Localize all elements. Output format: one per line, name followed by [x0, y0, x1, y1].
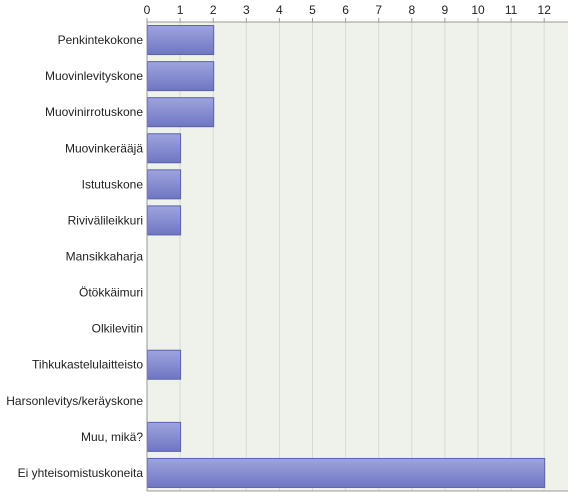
- x-tick-label: 9: [442, 3, 449, 17]
- x-tick-label: 12: [538, 3, 552, 17]
- x-tick-label: 11: [505, 3, 518, 17]
- category-label: Muovinlevityskone: [45, 69, 143, 83]
- category-label: Olkilevitin: [92, 322, 143, 336]
- category-label: Tihkukastelulaitteisto: [32, 358, 143, 372]
- x-tick-label: 4: [276, 3, 283, 17]
- bar-1: [147, 61, 215, 92]
- x-axis-ticks: 0 1 2 3 4 5 6 7 8 9 10 11 12: [144, 3, 552, 22]
- bar-12: [147, 457, 546, 488]
- x-tick-label: 7: [375, 3, 382, 17]
- x-tick-label: 6: [342, 3, 349, 17]
- category-labels: Penkintekokone Muovinlevityskone Muovinirr…: [6, 33, 143, 480]
- x-tick-label: 3: [243, 3, 250, 17]
- bar-0: [147, 25, 215, 56]
- x-tick-label: 0: [144, 3, 151, 17]
- category-label: Ei yhteisomistuskoneita: [18, 466, 144, 480]
- category-label: Muovinkerääjä: [65, 141, 143, 155]
- category-label: Harsonlevitys/keräyskone: [6, 394, 143, 408]
- bar-2: [147, 97, 215, 128]
- bars: [147, 25, 546, 488]
- category-label: Mansikkaharja: [66, 250, 144, 264]
- category-label: Muovinirrotuskone: [45, 105, 143, 119]
- category-label: Penkintekokone: [58, 33, 144, 47]
- plot-area: [147, 22, 568, 491]
- bar-5: [147, 205, 182, 236]
- bar-9: [147, 349, 182, 380]
- x-tick-label: 5: [309, 3, 316, 17]
- bar-11: [147, 421, 182, 452]
- category-label: Muu, mikä?: [81, 430, 143, 444]
- x-tick-label: 8: [408, 3, 415, 17]
- x-tick-label: 1: [177, 3, 184, 17]
- category-label: Istutuskone: [82, 177, 144, 191]
- bar-4: [147, 169, 182, 200]
- category-label: Ötökkäimuri: [79, 286, 143, 300]
- x-tick-label: 10: [471, 3, 485, 17]
- x-tick-label: 2: [210, 3, 217, 17]
- bar-3: [147, 133, 182, 164]
- category-label: Rivivälileikkuri: [68, 213, 143, 227]
